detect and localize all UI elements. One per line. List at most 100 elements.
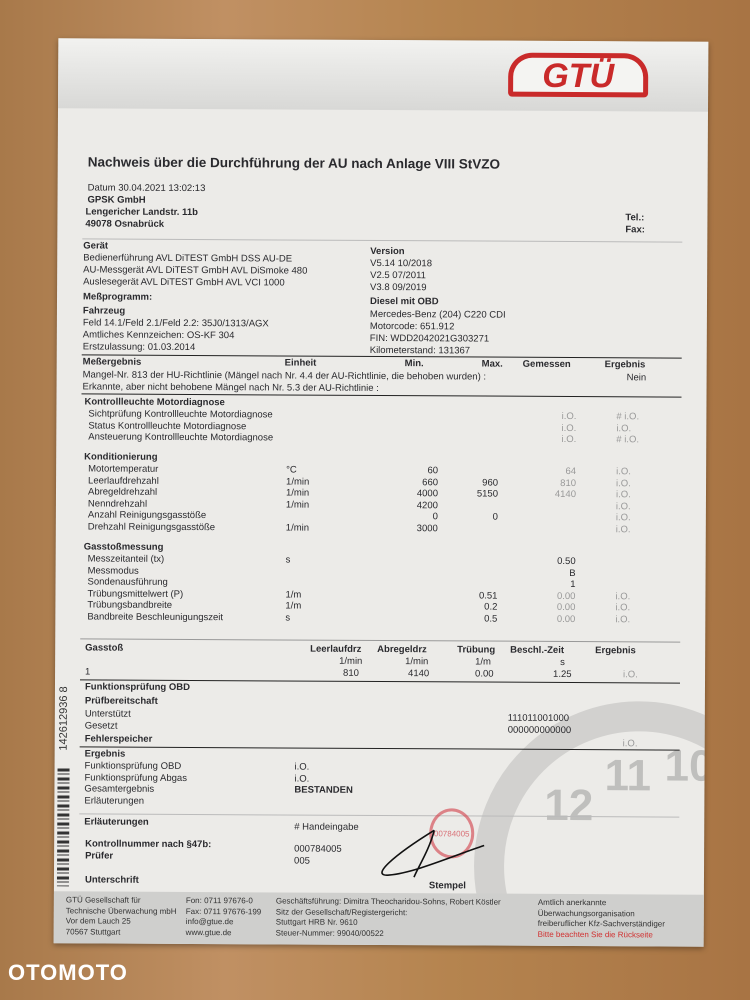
versions: V5.14 10/2018 V2.5 07/2011 V3.8 09/2019 [370, 258, 432, 294]
ergebnis-label: Gesamtergebnis [84, 783, 155, 795]
footer-line: GTÜ Gesellschaft für [65, 895, 141, 905]
signature [381, 829, 485, 878]
company: GPSK GmbH [87, 194, 146, 206]
fahrzeug-line: Erstzulassung: 01.03.2014 [82, 341, 196, 354]
table-cell: # i.O. [616, 411, 640, 423]
table-cell: Nenndrehzahl [87, 497, 148, 510]
cell: i.O. [623, 669, 638, 681]
table-cell: Anzahl Reinigungsgasstöße [87, 509, 207, 522]
gasstossmessung-heading: Gasstoßmessung [83, 541, 164, 553]
obd-heading: Funktionsprüfung OBD [84, 681, 191, 694]
table-cell: 4140 [554, 488, 577, 501]
kontrollnummer-value: 000784005 [294, 843, 342, 855]
table-cell: i.O. [615, 523, 631, 535]
table-cell: 1/m [285, 600, 302, 612]
gesetzt-label: Gesetzt [84, 720, 118, 732]
table-cell: 4200 [416, 499, 438, 511]
unit: 1/min [339, 655, 363, 667]
table-cell: 0.2 [484, 601, 498, 613]
version-heading: Version [370, 245, 405, 258]
table-cell: Status Kontrollleuchte Motordiagnose [88, 419, 247, 432]
kontrollnummer-label: Kontrollnummer nach §47b: [85, 838, 212, 851]
footer-line: Fax: 0711 97676-199 [185, 906, 262, 916]
header-band: GTÜ [58, 38, 709, 112]
barcode-number: 142612936 8 [57, 686, 70, 751]
table-cell: 0.00 [556, 601, 576, 614]
fahrzeug-line: Amtliches Kennzeichen: OS-KF 304 [82, 329, 235, 342]
table-cell: i.O. [615, 512, 631, 524]
footer-line: Stuttgart HRB Nr. 9610 [275, 917, 358, 927]
fehlerspeicher-result: i.O. [622, 738, 638, 750]
footer-line: Technische Überwachung mbH [65, 905, 177, 916]
fahrzeug-line: FIN: WDD2042021G303271 [369, 332, 490, 345]
footer-line: Vor dem Lauch 25 [65, 916, 131, 926]
table-cell: Messzeitanteil (tx) [87, 553, 165, 565]
table-cell: s [285, 612, 291, 624]
table-cell: Drehzahl Reinigungsgasstöße [87, 520, 216, 533]
street: Lengericher Landstr. 11b [85, 206, 198, 219]
table-cell: 4000 [416, 488, 439, 500]
version: V5.14 10/2018 [370, 257, 433, 270]
footer: GTÜ Gesellschaft für Technische Überwachu… [53, 891, 704, 947]
table-cell: Sichtprüfung Kontrollleuchte Motordiagno… [88, 408, 273, 421]
table-cell: i.O. [615, 500, 631, 512]
fahrzeug-line: Mercedes-Benz (204) C220 CDI [369, 308, 506, 321]
table-cell: 0 [432, 511, 438, 523]
footer-line: Amtlich anerkannte [537, 897, 607, 908]
table-cell: 5150 [476, 488, 499, 500]
cell: 4140 [408, 668, 430, 680]
table-cell: 3000 [416, 522, 438, 534]
table-cell: Ansteuerung Kontrollleuchte Motordiagnos… [88, 431, 274, 444]
otomoto-watermark: OTOMOTO [8, 960, 128, 985]
obd-sub: Prüfbereitschaft [84, 695, 158, 707]
table-cell: s [285, 554, 291, 566]
kontrollleuchte-heading: Kontrollleuchte Motordiagnose [84, 396, 225, 409]
table-row: Drehzahl Reinigungsgasstöße 1/min 3000 i.O. [56, 521, 706, 536]
unit: 1/m [475, 656, 491, 668]
table-row: Bandbreite Beschleunigungszeit s 0.5 0.00 i.… [55, 611, 705, 626]
footer-line: Fon: 0711 97676-0 [185, 895, 253, 906]
table-cell: i.O. [561, 410, 577, 423]
col: Leerlaufdrz [310, 643, 362, 655]
table-cell: 1/min [286, 476, 310, 488]
table-cell: 1/min [285, 522, 310, 534]
table-cell: B [569, 567, 576, 579]
col: Trübung [457, 644, 496, 656]
cell: 1 [85, 666, 91, 678]
table-cell: Bandbreite Beschleunigungszeit [87, 610, 224, 623]
unterstuetzt-value: 111011001000 [507, 712, 570, 724]
messprogramm-value: Diesel mit OBD [369, 295, 439, 308]
ergebnis-heading: Ergebnis [84, 748, 126, 760]
table-cell: 810 [560, 477, 577, 489]
table-cell: 1/min [285, 499, 310, 511]
geraet-lines: Bedienerführung AVL DiTEST GmbH DSS AU-D… [83, 252, 307, 289]
table-cell: 0 [492, 511, 498, 523]
table-cell: Leerlaufdrehzahl [88, 474, 159, 487]
fehlerspeicher-label: Fehlerspeicher [84, 733, 153, 745]
fahrzeug-left: Feld 14.1/Feld 2.1/Feld 2.2: 35J0/1313/A… [83, 317, 269, 354]
konditionierung-heading: Konditionierung [84, 451, 158, 463]
table-cell: 0.00 [556, 590, 576, 602]
messprogramm-label: Meßprogramm: [82, 291, 153, 303]
table-cell: 1/m [285, 589, 302, 601]
unit: s [560, 656, 565, 668]
table-cell: i.O. [615, 590, 631, 602]
ergebnis-label: Funktionsprüfung Abgas [84, 771, 188, 784]
table-cell: Abregeldrehzahl [87, 486, 158, 498]
cell: 0.00 [475, 668, 494, 680]
unterstuetzt-label: Unterstützt [84, 708, 131, 720]
table-cell: Sondenausführung [87, 576, 168, 588]
col-gemessen: Gemessen [522, 358, 571, 370]
table-cell: °C [286, 464, 297, 476]
table-cell: 0.50 [557, 555, 576, 568]
table-cell: 0.00 [556, 613, 576, 625]
date: Datum 30.04.2021 13:02:13 [87, 182, 206, 195]
col: Beschl.-Zeit [510, 644, 565, 656]
gtue-logo: GTÜ [508, 52, 649, 98]
table-cell: 1/min [285, 487, 310, 499]
col-ergebnis: Ergebnis [604, 359, 646, 371]
pruefer-value: 005 [294, 855, 310, 867]
ergebnis-value: i.O. [294, 761, 310, 773]
table-row: Ansteuerung Kontrollleuchte Motordiagnos… [56, 431, 706, 446]
footer-line: Steuer-Nummer: 99040/00522 [275, 927, 384, 938]
